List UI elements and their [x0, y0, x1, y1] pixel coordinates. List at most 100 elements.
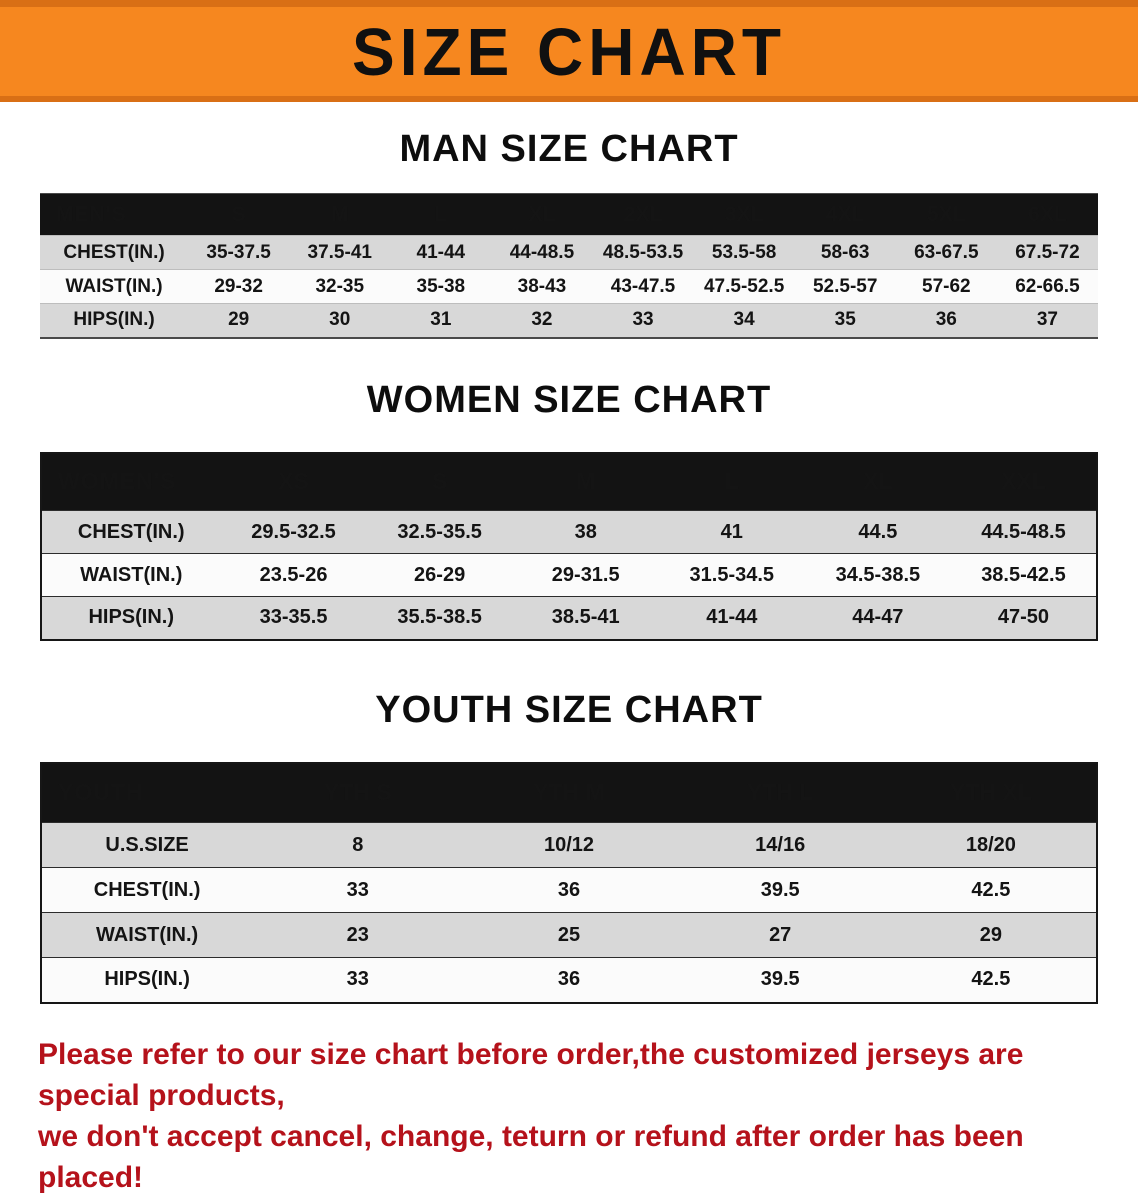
value-cell: 35-37.5	[188, 235, 290, 270]
row-label-cell: WAIST(IN.)	[40, 269, 189, 304]
value-cell: 23	[252, 912, 464, 958]
row-label-cell: WAIST(IN.)	[41, 553, 221, 597]
value-cell: 58-63	[794, 235, 896, 270]
youth-size-section: YOUTH SIZE CHART YOUTH YTH S YTH M YTH L YTH…	[0, 689, 1138, 1004]
size-header-cell: 3XL	[693, 193, 795, 236]
value-cell: 10/12	[463, 822, 675, 868]
value-cell: 33-35.5	[220, 596, 367, 640]
youth-size-table: YOUTH YTH S YTH M YTH L YTH XL U.S.SIZE 8 10/12…	[40, 761, 1098, 1004]
size-header-cell: 5XL	[895, 193, 997, 236]
size-header-cell: S	[188, 193, 290, 236]
value-cell: 23.5-26	[220, 553, 367, 597]
value-cell: 35-38	[390, 269, 492, 304]
value-cell: 41-44	[390, 235, 492, 270]
value-cell: 41-44	[658, 596, 805, 640]
size-header-cell: 6XL	[996, 193, 1098, 236]
size-header-cell: XXL	[950, 452, 1097, 511]
value-cell: 48.5-53.5	[592, 235, 694, 270]
women-size-section: WOMEN SIZE CHART WOMEN'S XS S M L XL XXL CHEST(…	[0, 379, 1138, 641]
size-header-cell: L	[390, 193, 492, 236]
value-cell: 29	[188, 303, 290, 338]
value-cell: 26-29	[366, 553, 513, 597]
size-header-cell: XL	[491, 193, 593, 236]
table-row: CHEST(IN.) 29.5-32.5 32.5-35.5 38 41 44.5 44.5…	[41, 510, 1097, 554]
notice-line-1: Please refer to our size chart before or…	[38, 1037, 1024, 1112]
table-row: CHEST(IN.) 35-37.5 37.5-41 41-44 44-48.5 48.5…	[40, 235, 1098, 270]
value-cell: 34.5-38.5	[804, 553, 951, 597]
size-table: MEN'S S M L XL 2XL 3XL 4XL 5XL 6XL CHEST(IN.) 35-37…	[40, 193, 1098, 339]
banner: SIZE CHART	[0, 0, 1138, 102]
row-label-cell: HIPS(IN.)	[41, 957, 253, 1003]
size-header-cell: L	[658, 452, 805, 511]
row-label-cell: CHEST(IN.)	[40, 235, 189, 270]
value-cell: 36	[895, 303, 997, 338]
value-cell: 44-48.5	[491, 235, 593, 270]
value-cell: 32	[491, 303, 593, 338]
table-row: WAIST(IN.) 23.5-26 26-29 29-31.5 31.5-34.5 34…	[41, 553, 1097, 597]
table-row: U.S.SIZE 8 10/12 14/16 18/20	[41, 822, 1097, 868]
value-cell: 47.5-52.5	[693, 269, 795, 304]
value-cell: 32.5-35.5	[366, 510, 513, 554]
value-cell: 41	[658, 510, 805, 554]
size-header-cell: XS	[220, 452, 367, 511]
value-cell: 38.5-42.5	[950, 553, 1097, 597]
page-title: SIZE CHART	[352, 13, 786, 90]
men-section-heading: MAN SIZE CHART	[399, 128, 739, 170]
table-header-row: MEN'S S M L XL 2XL 3XL 4XL 5XL 6XL	[40, 193, 1098, 236]
women-section-heading: WOMEN SIZE CHART	[366, 378, 772, 421]
size-header-cell: YTH M	[463, 762, 675, 823]
value-cell: 67.5-72	[996, 235, 1098, 270]
value-cell: 31.5-34.5	[658, 553, 805, 597]
value-cell: 35.5-38.5	[366, 596, 513, 640]
value-cell: 57-62	[895, 269, 997, 304]
men-size-section: MAN SIZE CHART MEN'S S M L XL 2XL 3XL 4XL 5XL 6XL…	[0, 128, 1138, 339]
table-title-cell: MEN'S	[40, 193, 189, 236]
size-header-cell: M	[512, 452, 659, 511]
value-cell: 33	[252, 957, 464, 1003]
value-cell: 37.5-41	[289, 235, 391, 270]
size-header-cell: 2XL	[592, 193, 694, 236]
value-cell: 25	[463, 912, 675, 958]
notice-line-2: we don't accept cancel, change, teturn o…	[38, 1119, 1024, 1194]
value-cell: 27	[674, 912, 886, 958]
value-cell: 35	[794, 303, 896, 338]
table-row: HIPS(IN.) 33-35.5 35.5-38.5 38.5-41 41-44 44-…	[41, 596, 1097, 640]
value-cell: 29-31.5	[512, 553, 659, 597]
table-title-cell: WOMEN'S	[41, 452, 221, 511]
value-cell: 38-43	[491, 269, 593, 304]
table-row: WAIST(IN.) 23 25 27 29	[41, 912, 1097, 958]
value-cell: 36	[463, 957, 675, 1003]
value-cell: 63-67.5	[895, 235, 997, 270]
value-cell: 53.5-58	[693, 235, 795, 270]
size-header-cell: XL	[804, 452, 951, 511]
row-label-cell: CHEST(IN.)	[41, 867, 253, 913]
value-cell: 38.5-41	[512, 596, 659, 640]
row-label-cell: CHEST(IN.)	[41, 510, 221, 554]
value-cell: 39.5	[674, 867, 886, 913]
table-row: HIPS(IN.) 29 30 31 32 33 34 35 36 37	[40, 303, 1098, 338]
size-header-cell: M	[289, 193, 391, 236]
value-cell: 30	[289, 303, 391, 338]
value-cell: 62-66.5	[996, 269, 1098, 304]
value-cell: 14/16	[674, 822, 886, 868]
size-header-cell: 4XL	[794, 193, 896, 236]
table-header-row: YOUTH YTH S YTH M YTH L YTH XL	[41, 762, 1097, 823]
value-cell: 34	[693, 303, 795, 338]
value-cell: 33	[592, 303, 694, 338]
table-header-row: WOMEN'S XS S M L XL XXL	[41, 452, 1097, 511]
value-cell: 42.5	[885, 957, 1097, 1003]
table-title-cell: YOUTH	[41, 762, 253, 823]
row-label-cell: HIPS(IN.)	[41, 596, 221, 640]
size-table: WOMEN'S XS S M L XL XXL CHEST(IN.) 29.5-32.5 32.5…	[40, 451, 1098, 641]
value-cell: 43-47.5	[592, 269, 694, 304]
table-row: HIPS(IN.) 33 36 39.5 42.5	[41, 957, 1097, 1003]
size-header-cell: YTH L	[674, 762, 886, 823]
value-cell: 29	[885, 912, 1097, 958]
value-cell: 8	[252, 822, 464, 868]
women-size-table: WOMEN'S XS S M L XL XXL CHEST(IN.) 29.5-32.5 32.5…	[40, 451, 1098, 641]
value-cell: 39.5	[674, 957, 886, 1003]
value-cell: 32-35	[289, 269, 391, 304]
size-header-cell: S	[366, 452, 513, 511]
value-cell: 47-50	[950, 596, 1097, 640]
